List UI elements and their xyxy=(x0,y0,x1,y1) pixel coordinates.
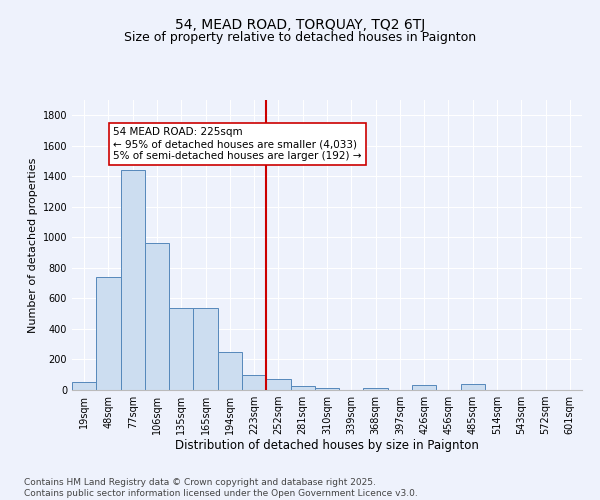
Bar xyxy=(96,277,121,390)
Text: Contains HM Land Registry data © Crown copyright and database right 2025.
Contai: Contains HM Land Registry data © Crown c… xyxy=(24,478,418,498)
Y-axis label: Number of detached properties: Number of detached properties xyxy=(28,158,38,332)
Bar xyxy=(169,308,193,390)
Bar xyxy=(193,308,218,390)
Text: 54, MEAD ROAD, TORQUAY, TQ2 6TJ: 54, MEAD ROAD, TORQUAY, TQ2 6TJ xyxy=(175,18,425,32)
Bar xyxy=(412,386,436,390)
Text: Size of property relative to detached houses in Paignton: Size of property relative to detached ho… xyxy=(124,31,476,44)
Bar xyxy=(266,378,290,390)
Bar xyxy=(121,170,145,390)
Bar xyxy=(461,384,485,390)
Bar xyxy=(242,374,266,390)
Bar xyxy=(218,352,242,390)
Bar xyxy=(315,388,339,390)
Bar xyxy=(72,382,96,390)
Bar xyxy=(145,244,169,390)
X-axis label: Distribution of detached houses by size in Paignton: Distribution of detached houses by size … xyxy=(175,438,479,452)
Text: 54 MEAD ROAD: 225sqm
← 95% of detached houses are smaller (4,033)
5% of semi-det: 54 MEAD ROAD: 225sqm ← 95% of detached h… xyxy=(113,128,362,160)
Bar xyxy=(290,386,315,390)
Bar xyxy=(364,388,388,390)
